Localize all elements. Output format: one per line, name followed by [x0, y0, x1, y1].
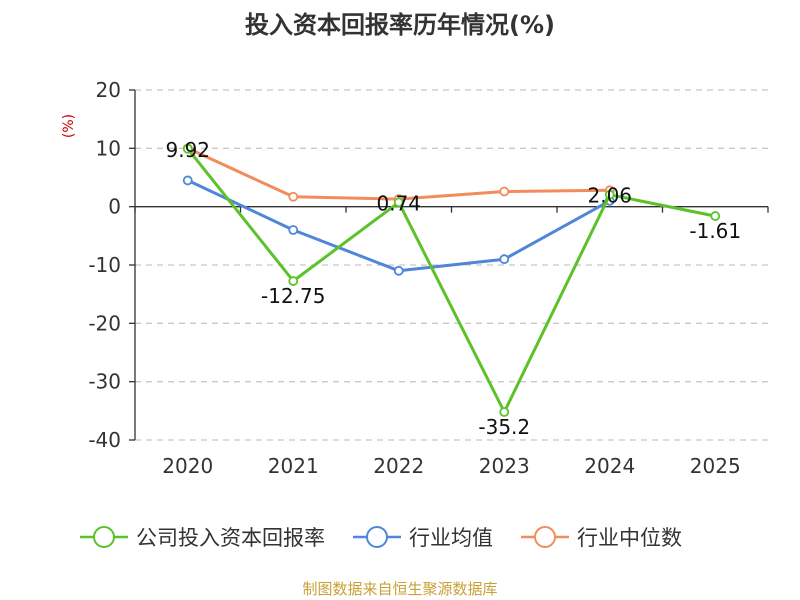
x-tick-label: 2021 [268, 454, 319, 478]
legend-marker [534, 526, 556, 548]
y-tick-label: 20 [96, 78, 121, 102]
legend-label: 行业中位数 [577, 526, 682, 550]
y-tick-label: -30 [88, 370, 121, 394]
data-point [393, 265, 404, 276]
y-axis-label: (%) [61, 114, 77, 138]
data-point [393, 197, 404, 208]
y-tick-label: -20 [88, 311, 121, 335]
data-point [182, 143, 193, 154]
series-line [186, 147, 717, 414]
data-point [288, 191, 299, 202]
legend: 公司投入资本回报率 行业均值 行业中位数 [80, 526, 682, 550]
data-point [288, 225, 299, 235]
x-tick-label: 2024 [584, 454, 635, 478]
x-tick-label: 2025 [690, 454, 741, 478]
data-label: 2.06 [587, 184, 632, 208]
data-point [499, 407, 510, 417]
x-tick-label: 2022 [373, 454, 424, 478]
data-label-layer: 9.92 -12.75 0.74 -35.2 2.06 -1.61 [165, 138, 741, 439]
data-label: 9.92 [165, 138, 210, 162]
data-label: -1.61 [689, 219, 741, 243]
data-point [499, 254, 510, 265]
data-label: 0.74 [376, 191, 421, 215]
series-layer [182, 143, 721, 417]
source-note: 制图数据来自恒生聚源数据库 [302, 580, 497, 598]
data-point [710, 211, 721, 221]
legend-marker [93, 526, 115, 548]
data-point [499, 186, 510, 197]
axis-layer: 20 10 0 -10 -20 -30 -40 2020 2021 2022 2023 2024 202… [88, 78, 769, 478]
data-label: -12.75 [261, 284, 325, 308]
legend-label: 行业均值 [409, 526, 493, 550]
chart-title: 投入资本回报率历年情况(%) [245, 11, 555, 39]
y-tick-label: 10 [96, 136, 121, 160]
legend-label: 公司投入资本回报率 [136, 526, 325, 550]
data-label: -35.2 [478, 415, 530, 439]
x-tick-label: 2023 [479, 454, 530, 478]
legend-marker [366, 526, 388, 548]
y-tick-label: -10 [88, 253, 121, 277]
data-point [288, 276, 299, 286]
data-point [182, 175, 193, 186]
y-tick-label: 0 [108, 195, 121, 219]
data-point [604, 189, 615, 200]
x-tick-label: 2020 [162, 454, 213, 478]
y-tick-label: -40 [88, 428, 121, 452]
